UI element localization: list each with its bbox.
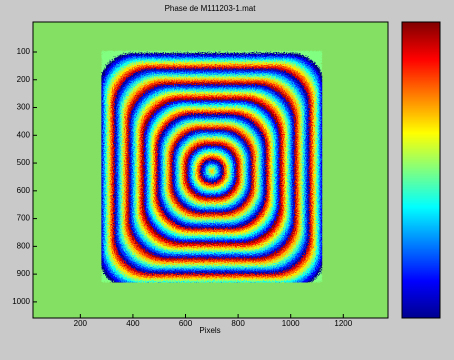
y-tick-label: 800 — [17, 241, 31, 250]
fringe — [209, 169, 214, 174]
phase-image — [101, 50, 323, 283]
y-tick-label: 600 — [17, 186, 31, 195]
colorbar — [401, 21, 441, 319]
x-tick-label: 200 — [74, 319, 88, 328]
y-tick-label: 900 — [17, 269, 31, 278]
y-tick-label: 300 — [17, 103, 31, 112]
chart-title: Phase de M111203-1.mat — [165, 4, 257, 13]
x-tick-label: 600 — [179, 319, 193, 328]
x-tick-label: 1200 — [334, 319, 352, 328]
y-tick-label: 500 — [17, 158, 31, 167]
x-tick-label: 400 — [126, 319, 140, 328]
x-axis-label: Pixels — [199, 326, 220, 335]
y-tick-label: 1000 — [12, 297, 30, 306]
y-tick-label: 400 — [17, 130, 31, 139]
y-tick-label: 100 — [17, 47, 31, 56]
x-tick-label: 1000 — [282, 319, 300, 328]
y-tick-label: 700 — [17, 214, 31, 223]
x-tick-label: 800 — [231, 319, 245, 328]
y-tick-label: 200 — [17, 75, 31, 84]
fringes — [101, 50, 323, 283]
